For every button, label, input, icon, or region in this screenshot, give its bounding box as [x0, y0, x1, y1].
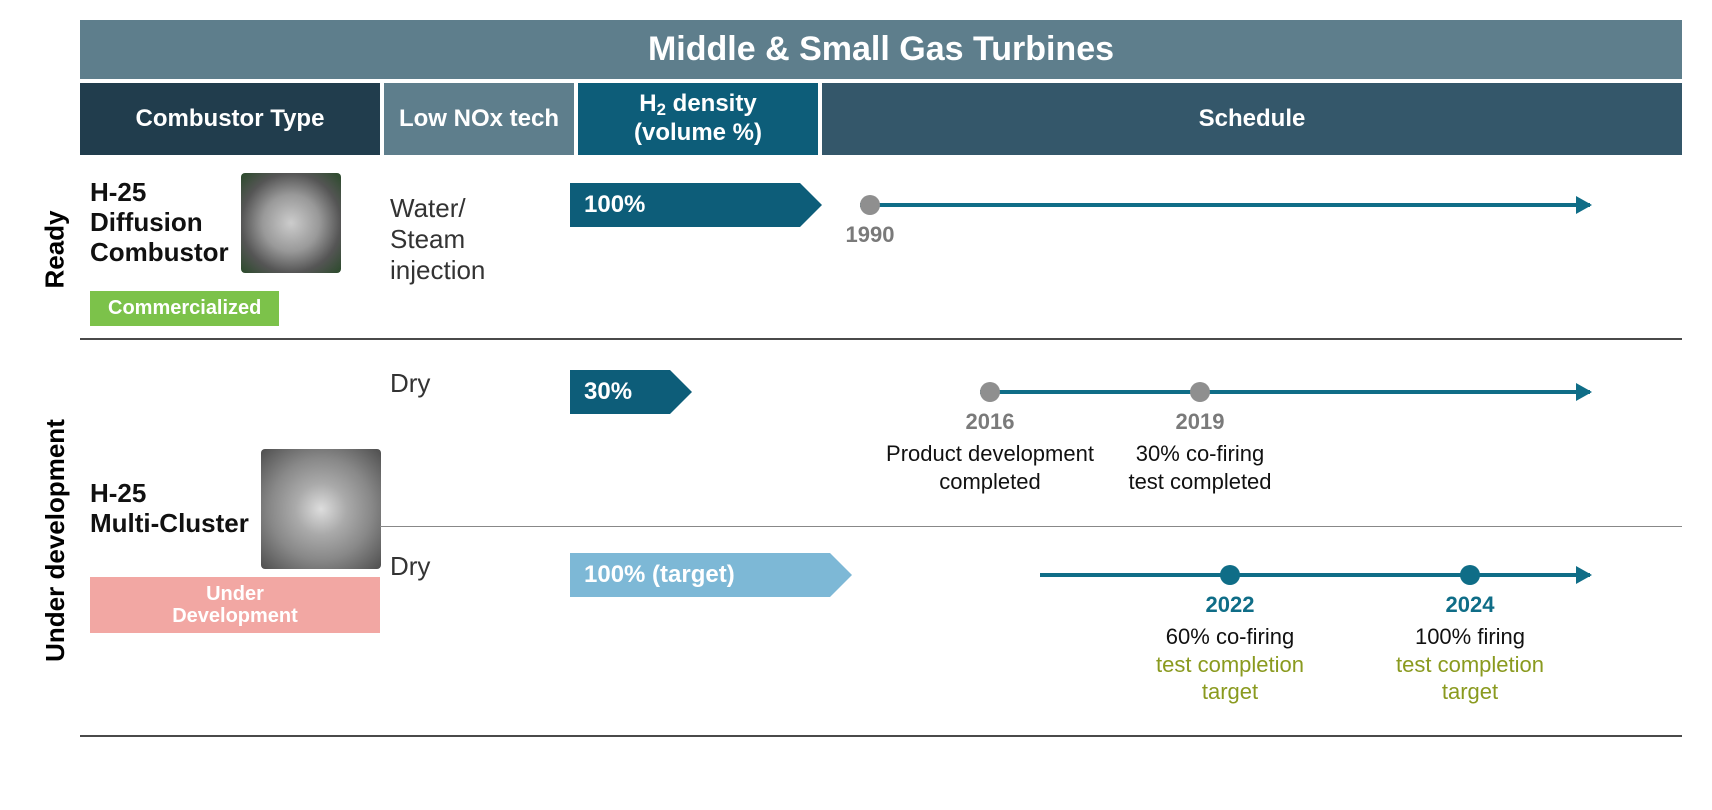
h2-density-arrow: 100% (target): [570, 553, 830, 597]
nox-tech: Water/Steaminjection: [380, 173, 570, 286]
schedule-multi-100: 202260% co-firingtest completiontarget20…: [830, 543, 1682, 723]
side-label-ready: Ready: [30, 161, 80, 338]
h2-density-arrow: 30%: [570, 370, 670, 414]
header-nox: Low NOx tech: [384, 83, 574, 155]
main-title: Middle & Small Gas Turbines: [80, 20, 1682, 79]
status-badge-under-development: UnderDevelopment: [90, 577, 380, 633]
header-schedule: Schedule: [822, 83, 1682, 155]
header-row: Combustor Type Low NOx tech H2 density (…: [80, 83, 1682, 155]
combustor-image-icon: [261, 449, 381, 569]
schedule-multi-30: 2016Product developmentcompleted201930% …: [830, 360, 1682, 510]
h2-density-arrow: 100%: [570, 183, 800, 227]
sub-divider: [380, 526, 1682, 527]
nox-tech: Dry: [380, 543, 570, 582]
combustor-h25-diffusion: H-25DiffusionCombustor: [90, 173, 380, 273]
header-combustor: Combustor Type: [80, 83, 380, 155]
section-ready: Ready H-25DiffusionCombustor Commerciali…: [30, 161, 1682, 338]
nox-tech: Dry: [380, 360, 570, 399]
status-badge-commercialized: Commercialized: [90, 291, 279, 326]
schedule-ready: 1990: [830, 173, 1682, 293]
section-under-development: Under development H-25Multi-Cluster Unde…: [30, 346, 1682, 735]
section-divider: [80, 338, 1682, 340]
side-label-under-dev: Under development: [30, 346, 80, 735]
combustor-image-icon: [241, 173, 341, 273]
section-divider: [80, 735, 1682, 737]
header-h2: H2 density (volume %): [578, 83, 818, 155]
combustor-h25-multicluster: H-25Multi-Cluster: [90, 449, 380, 569]
